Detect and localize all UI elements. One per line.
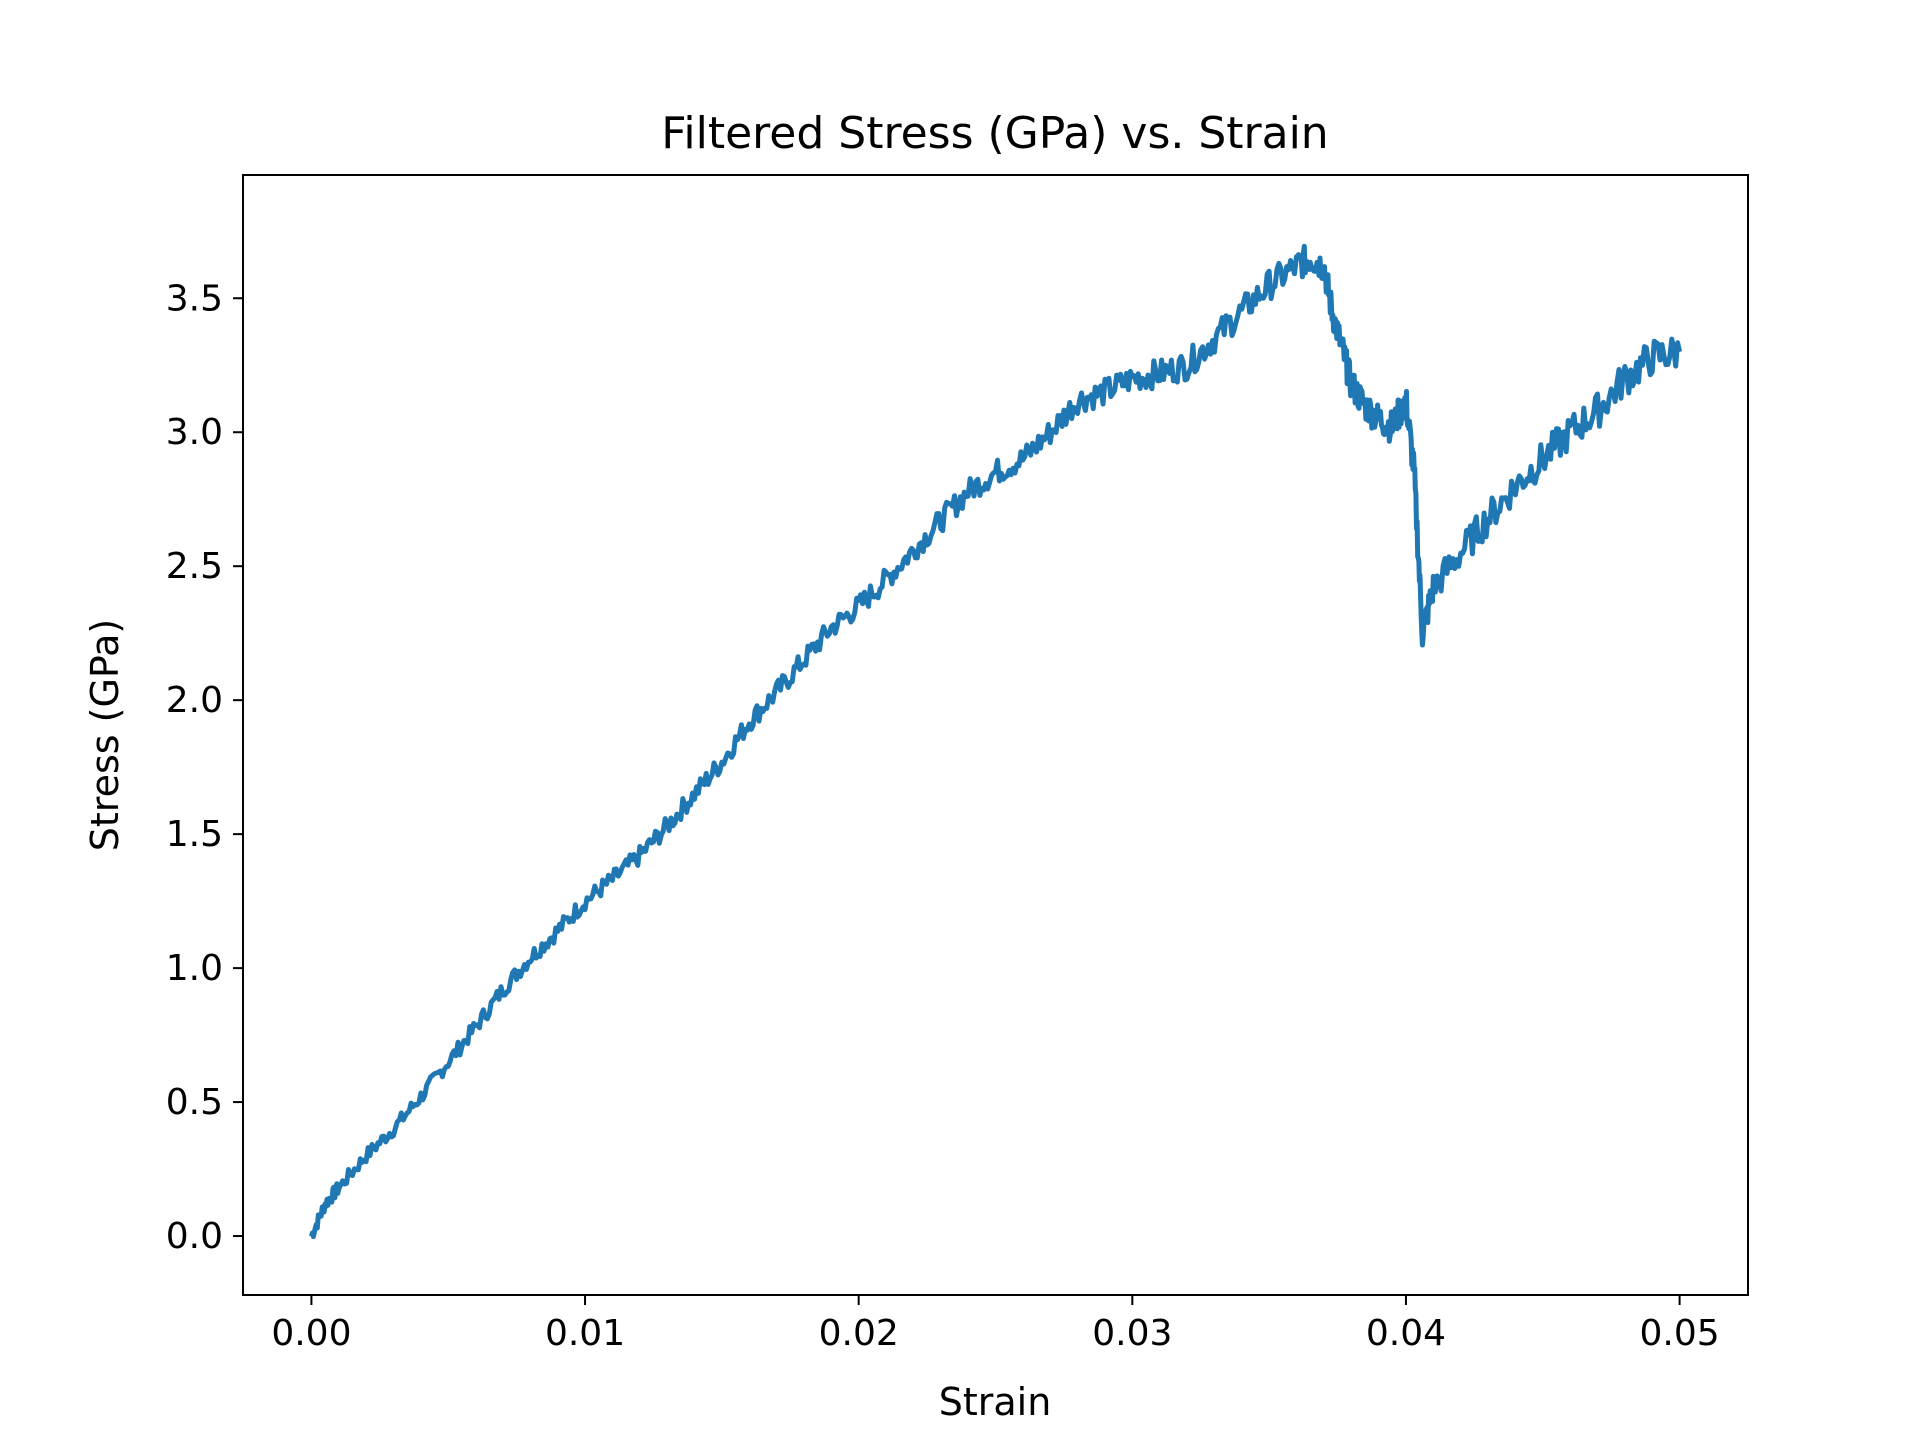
y-tick-label: 1.0: [166, 948, 223, 989]
y-tick-label: 2.5: [166, 546, 223, 587]
x-tick-label: 0.02: [819, 1313, 899, 1354]
axes-frame: [242, 174, 1749, 1296]
x-axis: 0.00 0.01 0.02 0.03 0.04 0.05: [271, 1295, 1720, 1354]
y-tick-label: 2.0: [166, 680, 223, 721]
x-tick-label: 0.04: [1366, 1313, 1446, 1354]
y-axis-label: Stress (GPa): [83, 619, 127, 851]
x-tick-label: 0.03: [1092, 1313, 1172, 1354]
x-tick-label: 0.00: [271, 1313, 351, 1354]
chart-title: Filtered Stress (GPa) vs. Strain: [661, 108, 1328, 159]
y-tick-label: 0.5: [166, 1082, 223, 1123]
y-axis: 0.0 0.5 1.0 1.5 2.0 2.5 3.0 3.5: [166, 278, 243, 1257]
series-line-0: [309, 243, 1683, 1240]
y-tick-label: 0.0: [166, 1216, 223, 1257]
x-tick-label: 0.01: [545, 1313, 625, 1354]
y-tick-label: 3.5: [166, 278, 223, 319]
y-tick-label: 3.0: [166, 412, 223, 453]
plot-area: [309, 243, 1683, 1240]
y-tick-label: 1.5: [166, 814, 223, 855]
x-axis-label: Strain: [939, 1380, 1052, 1424]
x-tick-label: 0.05: [1640, 1313, 1720, 1354]
